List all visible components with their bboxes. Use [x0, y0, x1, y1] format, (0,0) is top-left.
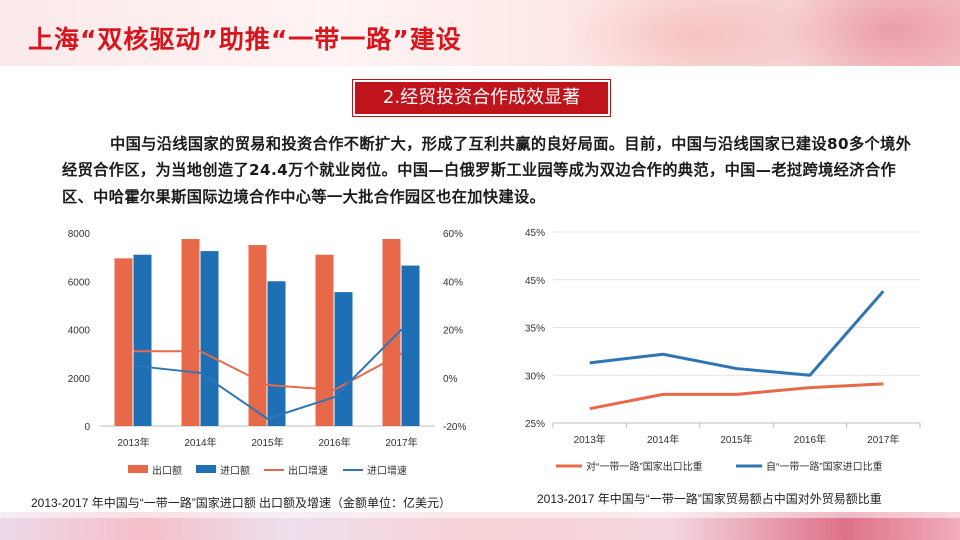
- x-tick-label: 2014年: [647, 433, 679, 446]
- decorative-splash: [780, 0, 960, 66]
- y-tick-label: 4000: [68, 326, 91, 337]
- line-import-share: [589, 290, 885, 377]
- y-tick-label: 6000: [68, 277, 91, 288]
- y-tick-label: 45%: [525, 276, 545, 287]
- y2-tick-label: 20%: [443, 326, 463, 337]
- chart2-caption: 2013-2017 年中国与“一带一路”国家贸易额占中国对外贸易额比重: [537, 492, 882, 506]
- page-title: 上海“双核驱动”助推“一带一路”建设: [28, 25, 462, 54]
- legend-label: 进口额: [220, 464, 250, 477]
- y2-tick-label: -20%: [443, 422, 466, 433]
- line-import-growth: [133, 328, 403, 420]
- x-tick-label: 2014年: [184, 436, 216, 449]
- body-paragraph: 中国与沿线国家的贸易和投资合作不断扩大，形成了互利共赢的良好局面。目前，中国与沿…: [62, 135, 912, 206]
- chart1-caption: 2013-2017 年中国与“一带一路”国家进口额 出口额及增速（金额单位：亿美…: [31, 496, 452, 510]
- bar-export: [248, 245, 267, 426]
- line-export-growth: [133, 350, 402, 391]
- bar-export: [114, 258, 133, 426]
- bar-import: [133, 254, 152, 426]
- x-tick-label: 2016年: [794, 433, 826, 446]
- y-tick-label: 45%: [525, 228, 545, 239]
- bar-export: [315, 254, 334, 426]
- x-tick-label: 2016年: [318, 436, 350, 449]
- footer-banner: [0, 512, 960, 540]
- y2-tick-label: 40%: [443, 277, 463, 288]
- y-tick-label: 2000: [68, 374, 91, 385]
- y2-tick-label: 60%: [443, 229, 463, 240]
- x-tick-label: 2015年: [251, 436, 283, 449]
- x-tick-label: 2015年: [720, 433, 752, 446]
- y-tick-label: 8000: [68, 229, 91, 240]
- header-banner: 上海“双核驱动”助推“一带一路”建设: [0, 0, 960, 66]
- legend-label: 出口额: [152, 464, 182, 477]
- legend-swatch: [128, 465, 148, 473]
- legend-label: 自“一带一路”国家进口比重: [766, 460, 883, 473]
- bar-import: [267, 281, 286, 426]
- y-tick-label: 0: [84, 422, 90, 433]
- y-tick-label: 25%: [525, 419, 545, 430]
- x-tick-label: 2013年: [117, 436, 149, 449]
- legend-label: 进口增速: [367, 464, 407, 477]
- line-export-share: [589, 382, 884, 411]
- bar-import: [401, 265, 420, 426]
- x-tick-label: 2017年: [867, 433, 899, 446]
- legend-label: 出口增速: [288, 464, 328, 477]
- x-tick-label: 2017年: [385, 436, 417, 449]
- bar-export: [181, 239, 200, 426]
- y2-tick-label: 0%: [443, 374, 458, 385]
- y-tick-label: 35%: [525, 324, 545, 335]
- bar-export: [382, 239, 401, 426]
- legend-label: 对“一带一路”国家出口比重: [586, 460, 703, 473]
- decorative-splash: [560, 0, 820, 66]
- section-badge: 2.经贸投资合作成效显著: [355, 82, 608, 114]
- x-tick-label: 2013年: [574, 433, 606, 446]
- y-tick-label: 30%: [525, 371, 545, 382]
- legend-swatch: [196, 465, 216, 473]
